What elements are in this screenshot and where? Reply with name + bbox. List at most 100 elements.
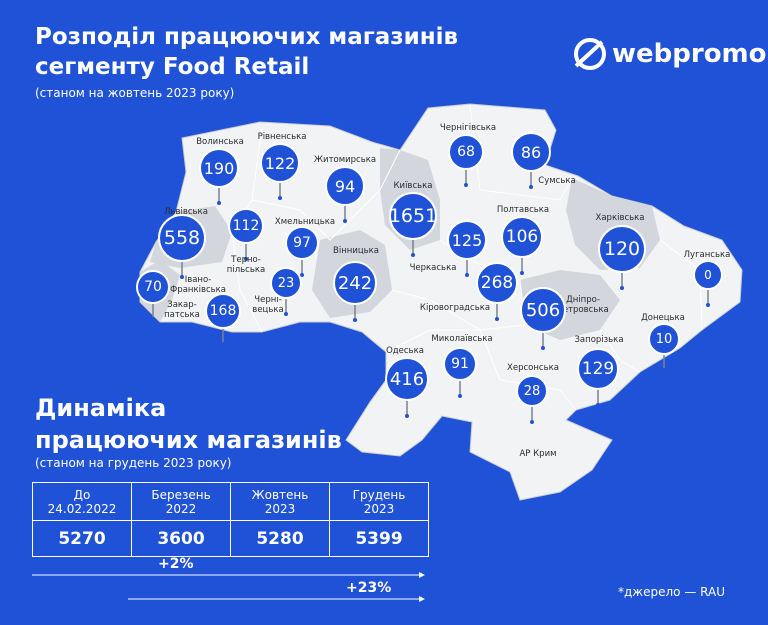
region-label: Сумська — [538, 176, 576, 186]
title-line: Динаміка — [35, 394, 167, 422]
pin-dot — [405, 414, 409, 418]
change-label: +23% — [346, 580, 392, 596]
region-label: Закар- патська — [164, 300, 200, 320]
pin-dot — [244, 257, 248, 261]
region-label: Полтавська — [496, 205, 550, 215]
region-count: 70 — [136, 270, 170, 304]
pin-dot — [530, 420, 534, 424]
source: *джерело — RAU — [618, 585, 725, 599]
pin-dot — [221, 342, 225, 346]
logo: webpromo — [572, 36, 767, 72]
region-label: Луганська — [683, 250, 731, 260]
pin-dot — [520, 271, 524, 275]
change-arrows — [32, 572, 425, 602]
header-row: До 24.02.2022 Березень 2022 Жовтень 2023 Гр… — [32, 482, 429, 521]
region-label: Хмельницька — [274, 217, 336, 227]
region-count: 97 — [285, 226, 319, 260]
region-count: 23 — [270, 267, 302, 299]
region-count: 28 — [516, 375, 548, 407]
region-label: Житомирська — [313, 155, 377, 165]
region-count: 122 — [260, 143, 300, 183]
region-count: 125 — [447, 220, 487, 260]
region-count: 0 — [693, 260, 723, 290]
region-label: Львівська — [164, 207, 208, 217]
region-count: 242 — [333, 261, 377, 305]
title-line: Розподіл працюючих магазинів — [35, 24, 459, 50]
pin-dot — [465, 273, 469, 277]
value-cell: 5280 — [230, 520, 330, 557]
region-count: 268 — [476, 262, 518, 304]
region-label: Івано- Франківська — [169, 275, 227, 295]
value-row: 5270 3600 5280 5399 — [32, 520, 429, 557]
header-cell: Березень 2022 — [131, 482, 231, 521]
subtitle: (станом на жовтень 2023 року) — [35, 86, 235, 100]
pin-dot — [662, 368, 666, 372]
pin-dot — [529, 185, 533, 189]
region-label: Дніпро- петровська — [557, 295, 609, 315]
pin-dot — [706, 303, 710, 307]
region-count: 91 — [443, 347, 477, 381]
region-label: АР Крим — [519, 449, 557, 459]
dynamics-subtitle: (станом на грудень 2023 року) — [35, 456, 232, 470]
change-label: +2% — [158, 556, 194, 572]
pin-dot — [620, 286, 624, 290]
region-label: Терно- пільська — [226, 255, 266, 275]
region-label: Херсонська — [507, 363, 559, 373]
region-label: Рівненська — [257, 132, 307, 142]
region-count: 112 — [228, 208, 264, 244]
dynamics-title: Динаміка працюючих магазинів — [35, 392, 342, 456]
header-cell: Жовтень 2023 — [230, 482, 330, 521]
region-count: 1651 — [389, 192, 437, 240]
region-label: Черкаська — [409, 263, 457, 273]
pin-dot — [217, 201, 221, 205]
region-label: Черні- вецька — [252, 295, 284, 315]
region-count: 106 — [501, 216, 543, 258]
region-count: 94 — [325, 166, 365, 206]
pin-dot — [495, 317, 499, 321]
title: Розподіл працюючих магазинів сегменту Fo… — [35, 22, 458, 82]
region-label: Кіровоградська — [419, 303, 491, 313]
pin-dot — [541, 346, 545, 350]
pin-dot — [180, 275, 184, 279]
region-label: Донецька — [641, 313, 685, 323]
region-count: 68 — [448, 134, 484, 170]
title-line: працюючих магазинів — [35, 426, 342, 454]
logo-text: webpromo — [612, 39, 767, 69]
region-count: 168 — [205, 293, 241, 329]
region-count: 558 — [158, 214, 206, 262]
pin-dot — [343, 219, 347, 223]
region-count: 190 — [199, 148, 239, 188]
title-line: сегменту Food Retail — [35, 54, 310, 80]
pin-dot — [464, 183, 468, 187]
value-cell: 5399 — [329, 520, 429, 557]
region-label: Запорізька — [574, 335, 624, 345]
region-count: 416 — [385, 357, 429, 401]
header-cell: Грудень 2023 — [329, 482, 429, 521]
pin-dot — [278, 196, 282, 200]
value-cell: 5270 — [32, 520, 132, 557]
pin-dot — [596, 403, 600, 407]
region-label: Чернігівська — [439, 123, 497, 133]
header-cell: До 24.02.2022 — [32, 482, 132, 521]
pin-dot — [458, 394, 462, 398]
region-label: Харківська — [595, 213, 645, 223]
region-count: 10 — [648, 323, 680, 355]
region-label: Волинська — [196, 137, 244, 147]
region-count: 129 — [577, 348, 619, 390]
pin-dot — [411, 253, 415, 257]
region-label: Одеська — [386, 346, 424, 356]
region-label: Київська — [393, 181, 433, 191]
pin-dot — [151, 317, 155, 321]
region-label: Вінницька — [333, 246, 379, 256]
pin-dot — [284, 312, 288, 316]
region-count: 506 — [520, 287, 566, 333]
logo-icon — [574, 38, 606, 70]
region-count: 86 — [511, 132, 551, 172]
dynamics-table: До 24.02.2022 Березень 2022 Жовтень 2023 Гр… — [32, 482, 429, 557]
region-count: 120 — [598, 225, 646, 273]
region-label: Миколаївська — [431, 334, 493, 344]
pin-dot — [300, 273, 304, 277]
pin-dot — [353, 318, 357, 322]
value-cell: 3600 — [131, 520, 231, 557]
